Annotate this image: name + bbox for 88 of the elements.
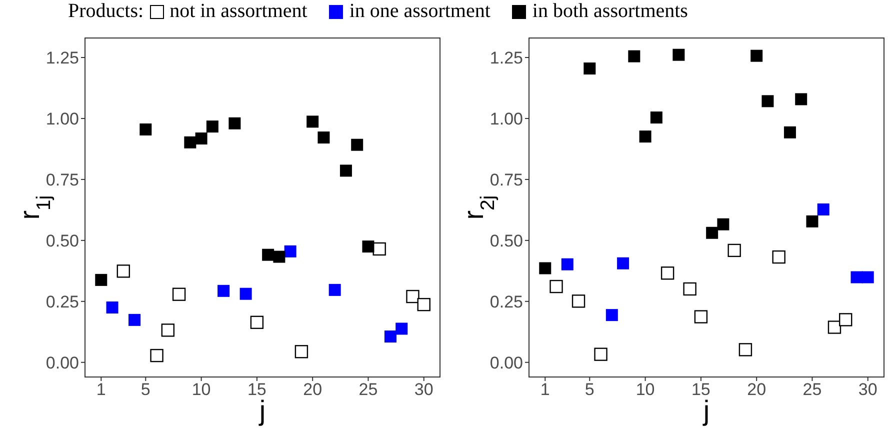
y-tick-label: 0.75 bbox=[46, 170, 79, 190]
legend-label: not in assortment bbox=[170, 0, 308, 23]
point bbox=[406, 290, 420, 304]
y-tick-label: 0.50 bbox=[490, 231, 523, 250]
point bbox=[650, 112, 662, 124]
point bbox=[140, 123, 152, 136]
point bbox=[672, 48, 685, 61]
x-tick-label: 1 bbox=[96, 380, 106, 400]
point bbox=[172, 288, 186, 301]
legend-title: Products: bbox=[68, 0, 144, 23]
point bbox=[218, 284, 230, 297]
point bbox=[806, 215, 818, 228]
point bbox=[195, 132, 208, 144]
point bbox=[717, 218, 730, 230]
y-tick-label: 1.25 bbox=[46, 48, 79, 68]
point bbox=[639, 130, 652, 143]
x-tick-label: 30 bbox=[858, 380, 878, 400]
x-tick-label: 30 bbox=[414, 380, 434, 400]
y-tick-label: 0.75 bbox=[490, 170, 523, 190]
point bbox=[862, 271, 874, 284]
point bbox=[362, 240, 374, 253]
x-tick-label: 20 bbox=[747, 380, 766, 400]
x-tick-label: 10 bbox=[636, 380, 655, 400]
point bbox=[550, 280, 563, 294]
point bbox=[628, 50, 640, 62]
point bbox=[116, 264, 130, 278]
x-tick-label: 5 bbox=[140, 380, 150, 400]
point bbox=[150, 348, 164, 362]
x-tick-label: 25 bbox=[358, 380, 378, 400]
point bbox=[594, 348, 608, 361]
point bbox=[206, 120, 218, 133]
y-tick-label: 0.00 bbox=[46, 353, 79, 372]
point bbox=[706, 226, 718, 239]
y-tick-label: 1.25 bbox=[490, 48, 523, 68]
x-tick-label: 5 bbox=[584, 380, 594, 400]
point bbox=[273, 250, 286, 263]
point bbox=[328, 284, 341, 296]
point bbox=[372, 242, 386, 256]
point bbox=[683, 282, 696, 296]
point bbox=[417, 298, 430, 312]
point bbox=[250, 316, 264, 329]
point bbox=[340, 164, 352, 177]
y-tick-label: 0.25 bbox=[490, 292, 523, 312]
point bbox=[839, 313, 852, 326]
x-tick-label: 20 bbox=[303, 380, 322, 400]
point bbox=[306, 116, 319, 128]
point bbox=[617, 257, 630, 270]
point bbox=[584, 62, 596, 74]
point bbox=[284, 245, 296, 258]
point bbox=[572, 294, 586, 308]
legend-label: in both assortments bbox=[532, 0, 688, 23]
point bbox=[384, 330, 396, 343]
point bbox=[750, 50, 763, 62]
point bbox=[184, 136, 196, 148]
point bbox=[539, 262, 552, 274]
point bbox=[828, 320, 842, 334]
x-tick-label: 1 bbox=[540, 380, 550, 400]
x-tick-label: 25 bbox=[802, 380, 822, 400]
y-tick-label: 0.50 bbox=[46, 231, 79, 250]
point bbox=[694, 310, 708, 324]
point bbox=[762, 95, 774, 108]
point bbox=[795, 93, 808, 106]
point bbox=[318, 132, 330, 144]
point bbox=[738, 343, 752, 356]
point bbox=[128, 314, 141, 326]
y-tick-label: 1.00 bbox=[490, 110, 523, 129]
point bbox=[240, 288, 252, 300]
y-tick-label: 1.00 bbox=[46, 110, 79, 129]
point bbox=[95, 274, 108, 286]
y-tick-label: 0.25 bbox=[46, 292, 79, 312]
point bbox=[396, 322, 408, 335]
point bbox=[728, 244, 741, 258]
x-tick-label: 10 bbox=[192, 380, 211, 400]
y-tick-label: 0.00 bbox=[490, 353, 523, 372]
point bbox=[772, 250, 786, 264]
legend-label: in one assortment bbox=[349, 0, 490, 23]
point bbox=[817, 203, 830, 216]
point bbox=[228, 117, 241, 130]
point bbox=[660, 266, 674, 280]
point bbox=[561, 258, 574, 270]
point bbox=[351, 138, 364, 151]
point bbox=[784, 126, 796, 138]
point bbox=[294, 345, 308, 358]
point bbox=[262, 248, 274, 261]
point bbox=[161, 324, 175, 337]
point bbox=[106, 301, 118, 314]
point bbox=[850, 271, 863, 284]
point bbox=[606, 309, 618, 322]
